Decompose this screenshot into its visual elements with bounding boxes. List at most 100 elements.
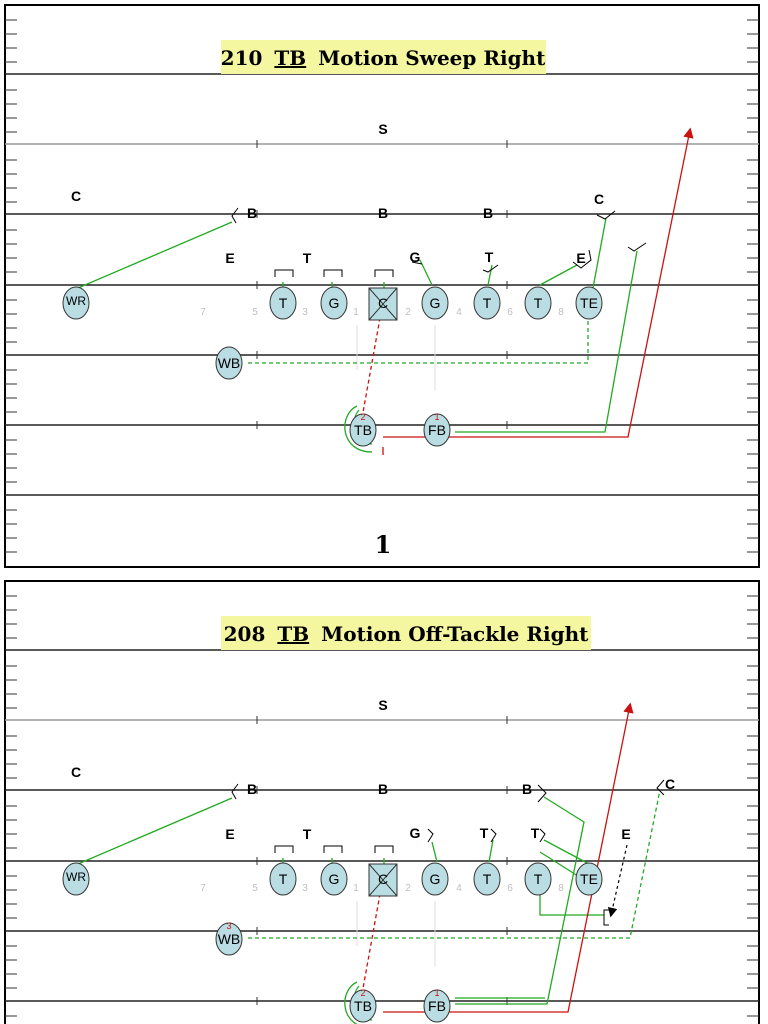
defender-end-left: E [225,250,234,266]
run-paths [361,127,694,455]
defender-corner-left: C [71,764,81,780]
defender-tackle-right: T [480,825,489,841]
hole-number: 4 [456,307,462,318]
hole-number: 4 [456,883,462,894]
player-wingback: WB 3 [215,921,243,956]
title-banner [221,616,591,650]
player-left-guard: G [320,286,348,320]
player-center: C [368,287,398,321]
sequence-number: 1 [434,412,439,422]
play-number: 210 [221,46,263,70]
hole-number: 2 [405,307,411,318]
hole-numbers: 7 5 3 1 2 4 6 8 [200,883,564,894]
player-wingback: WB [215,346,243,380]
defender-tackle-right: T [485,249,494,265]
defender-end-right: E [621,826,630,842]
player-right-guard: G [421,286,449,320]
block-paths [77,789,661,1024]
hole-number: 1 [353,883,359,894]
player-label: TE [580,295,598,311]
player-tight-end: TE [575,286,603,320]
sequence-number: 3 [226,921,231,931]
defender-end-left: E [225,826,234,842]
defender-guard-right: G [410,825,421,841]
player-tight-tackle: T [524,286,552,320]
player-label: T [483,295,492,311]
play-title: 208 TB Motion Off-Tackle Right [224,622,589,646]
field-border [4,4,760,568]
motion-back: TB [274,46,306,70]
player-left-tackle: T [269,286,297,320]
yard-lines [5,649,759,1002]
player-wr: WR [62,862,90,896]
defender-guard-right: G [410,249,421,265]
play-name: Motion Sweep Right [318,46,546,70]
hole-number: 2 [405,883,411,894]
field-border [4,580,760,1024]
defender-tackle-left: T [303,826,312,842]
player-label: FB [428,422,446,438]
player-label: C [378,871,388,887]
hole-number: 7 [200,307,206,318]
defender-backer-right: B [483,205,493,221]
play-diagram-2: 208 TB Motion Off-Tackle Right 7 5 3 1 2… [4,580,760,1024]
yard-lines [5,73,759,496]
defender-backer-mid: B [378,205,388,221]
player-left-guard: G [320,862,348,896]
player-wr: WR [62,286,90,320]
play-name: Motion Off-Tackle Right [321,622,589,646]
player-fullback: FB 1 [423,412,451,447]
play-title: 210 TB Motion Sweep Right [221,46,546,70]
player-label: TB [354,998,372,1014]
player-label: T [483,871,492,887]
player-label: G [329,871,340,887]
player-label: TB [354,422,372,438]
hole-number: 6 [507,883,513,894]
defender-backer-left: B [247,205,257,221]
player-tailback: TB 2 [349,412,377,447]
hole-number: 8 [558,307,564,318]
hole-number: 3 [302,883,308,894]
player-label: G [430,295,441,311]
title-banner [221,40,546,74]
sequence-number: 1 [434,988,439,998]
defender-backer-left: B [247,781,257,797]
player-label: FB [428,998,446,1014]
player-right-guard: G [421,862,449,896]
player-center: C [368,863,398,897]
player-label: T [534,871,543,887]
page-number: 1 [375,530,392,559]
player-tailback: TB 2 [349,988,377,1023]
hash-marks [5,19,759,553]
defender-brackets [231,207,647,277]
player-label: G [329,295,340,311]
sequence-number: 2 [360,988,365,998]
defender-backer-right: B [522,781,532,797]
hash-marks [5,595,759,1017]
player-label: WR [66,870,86,884]
player-label: C [378,295,388,311]
hole-number: 7 [200,883,206,894]
sequence-number: 2 [360,412,365,422]
play-number: 208 [224,622,266,646]
defender-end-right: E [576,250,585,266]
player-tight-tackle: T [524,862,552,896]
hole-number: 5 [252,307,258,318]
hole-number: 8 [558,883,564,894]
defender-tackle-left: T [303,250,312,266]
defender-brackets [231,779,665,926]
defender-safety: S [378,121,387,137]
player-label: WB [218,931,241,947]
player-fullback: FB 1 [423,988,451,1023]
hole-number: 5 [252,883,258,894]
player-right-tackle: T [473,286,501,320]
hole-number: 1 [353,307,359,318]
defender-backer-mid: B [378,781,388,797]
play-diagram-1: 210 TB Motion Sweep Right 7 5 3 1 2 4 6 … [4,4,760,568]
player-label: G [430,871,441,887]
player-label: T [279,871,288,887]
player-label: TE [580,871,598,887]
player-right-tackle: T [473,862,501,896]
hole-numbers: 7 5 3 1 2 4 6 8 [200,307,564,318]
motion-back: TB [277,622,309,646]
